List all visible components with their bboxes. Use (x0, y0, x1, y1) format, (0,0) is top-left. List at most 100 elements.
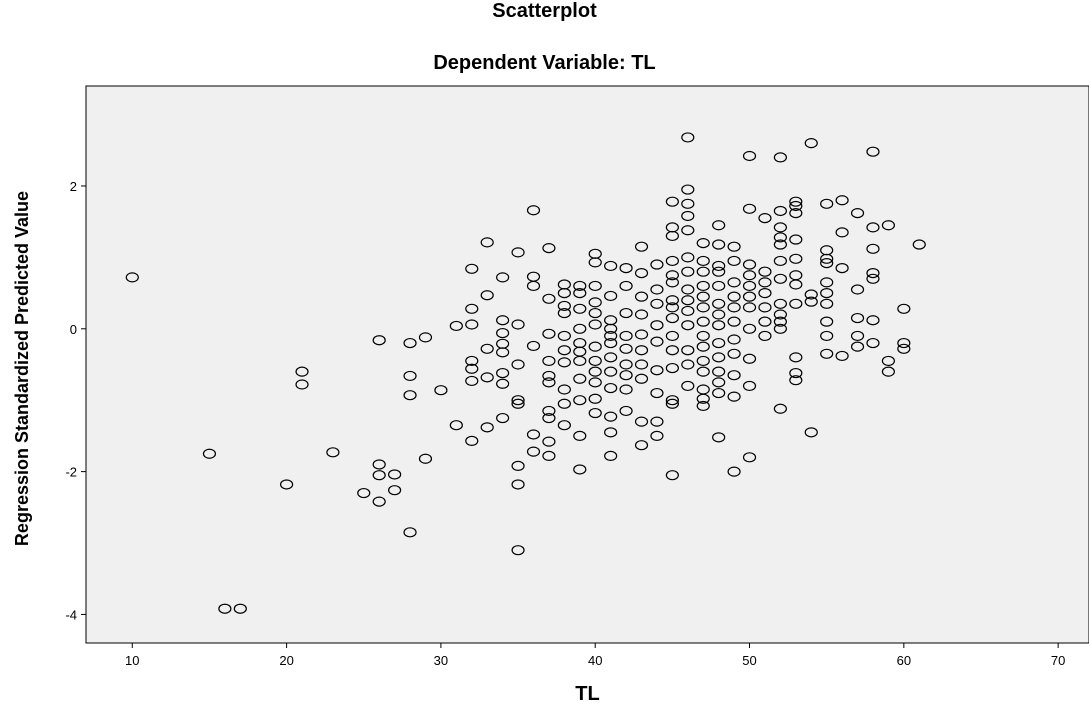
data-points (125, 132, 926, 614)
data-point (758, 266, 772, 277)
data-point (742, 353, 757, 364)
data-point (542, 328, 556, 339)
data-point (665, 312, 679, 324)
data-point (604, 411, 618, 422)
data-point (866, 315, 880, 326)
data-point (619, 359, 633, 370)
data-point (727, 241, 741, 252)
data-point (526, 280, 541, 292)
data-point (511, 460, 525, 472)
y-axis-title: Regression Standardized Predicted Value (12, 191, 32, 546)
data-point (619, 307, 633, 319)
chart-title: Scatterplot (492, 0, 597, 22)
data-point (511, 359, 525, 370)
data-point (604, 450, 618, 462)
data-point (773, 222, 787, 233)
data-point (681, 210, 695, 222)
data-point (712, 320, 726, 331)
data-point (681, 132, 695, 143)
data-point (742, 259, 757, 270)
data-point (604, 330, 618, 342)
data-point (619, 262, 633, 274)
data-point (573, 280, 587, 292)
data-point (449, 320, 463, 332)
data-point (619, 370, 633, 381)
data-point (696, 280, 710, 292)
data-point (480, 290, 494, 301)
data-point (511, 398, 525, 409)
data-point (696, 400, 710, 412)
data-point (758, 316, 772, 327)
data-point (712, 366, 726, 377)
data-point (696, 291, 710, 302)
data-point (588, 407, 602, 419)
data-point (650, 416, 664, 427)
y-tick-label: 0 (70, 322, 77, 337)
data-point (573, 464, 587, 475)
data-point (557, 287, 571, 299)
data-point (820, 348, 834, 359)
plot-area (85, 85, 1089, 644)
data-point (835, 195, 849, 206)
data-point (681, 198, 695, 209)
data-point (665, 302, 679, 313)
data-point (650, 259, 664, 270)
data-point (866, 337, 880, 349)
data-point (696, 238, 710, 249)
data-point (727, 348, 741, 359)
data-point (496, 315, 510, 326)
data-point (696, 266, 710, 277)
data-point (696, 330, 710, 342)
data-point (773, 316, 787, 327)
data-point (496, 327, 510, 339)
data-point (372, 470, 386, 481)
data-point (202, 448, 217, 459)
data-point (434, 385, 448, 396)
data-point (619, 343, 633, 354)
data-point (727, 466, 741, 477)
data-point (665, 255, 679, 267)
data-point (742, 452, 757, 463)
data-point (604, 366, 618, 377)
data-point (588, 366, 602, 377)
data-point (881, 220, 896, 231)
data-point (789, 375, 803, 386)
data-point (372, 335, 386, 346)
data-point (449, 420, 463, 431)
data-point (604, 352, 618, 363)
data-point (542, 436, 556, 447)
data-point (573, 287, 587, 299)
data-point (742, 270, 757, 281)
data-point (295, 379, 309, 390)
data-point (897, 303, 911, 314)
data-point (542, 370, 556, 382)
data-point (789, 367, 803, 379)
data-point (773, 152, 787, 163)
data-point (526, 205, 541, 216)
data-point (912, 239, 926, 250)
data-point (681, 284, 695, 295)
data-point (573, 395, 587, 406)
y-tick-label: -2 (65, 465, 77, 480)
data-point (742, 280, 757, 292)
data-point (511, 319, 525, 330)
data-point (465, 303, 479, 314)
data-point (542, 405, 556, 417)
data-point (696, 366, 710, 377)
data-point (696, 393, 710, 404)
data-point (557, 384, 571, 395)
data-point (742, 323, 757, 334)
data-point (835, 350, 849, 362)
data-point (588, 297, 602, 308)
data-point (727, 391, 741, 402)
x-tick-label: 70 (1051, 653, 1065, 668)
data-point (850, 312, 865, 324)
data-point (388, 485, 402, 496)
data-point (696, 341, 710, 352)
data-point (280, 479, 294, 490)
data-point (326, 447, 340, 458)
data-point (357, 487, 371, 499)
data-point (650, 284, 664, 295)
data-point (866, 267, 880, 279)
data-point (712, 220, 726, 231)
